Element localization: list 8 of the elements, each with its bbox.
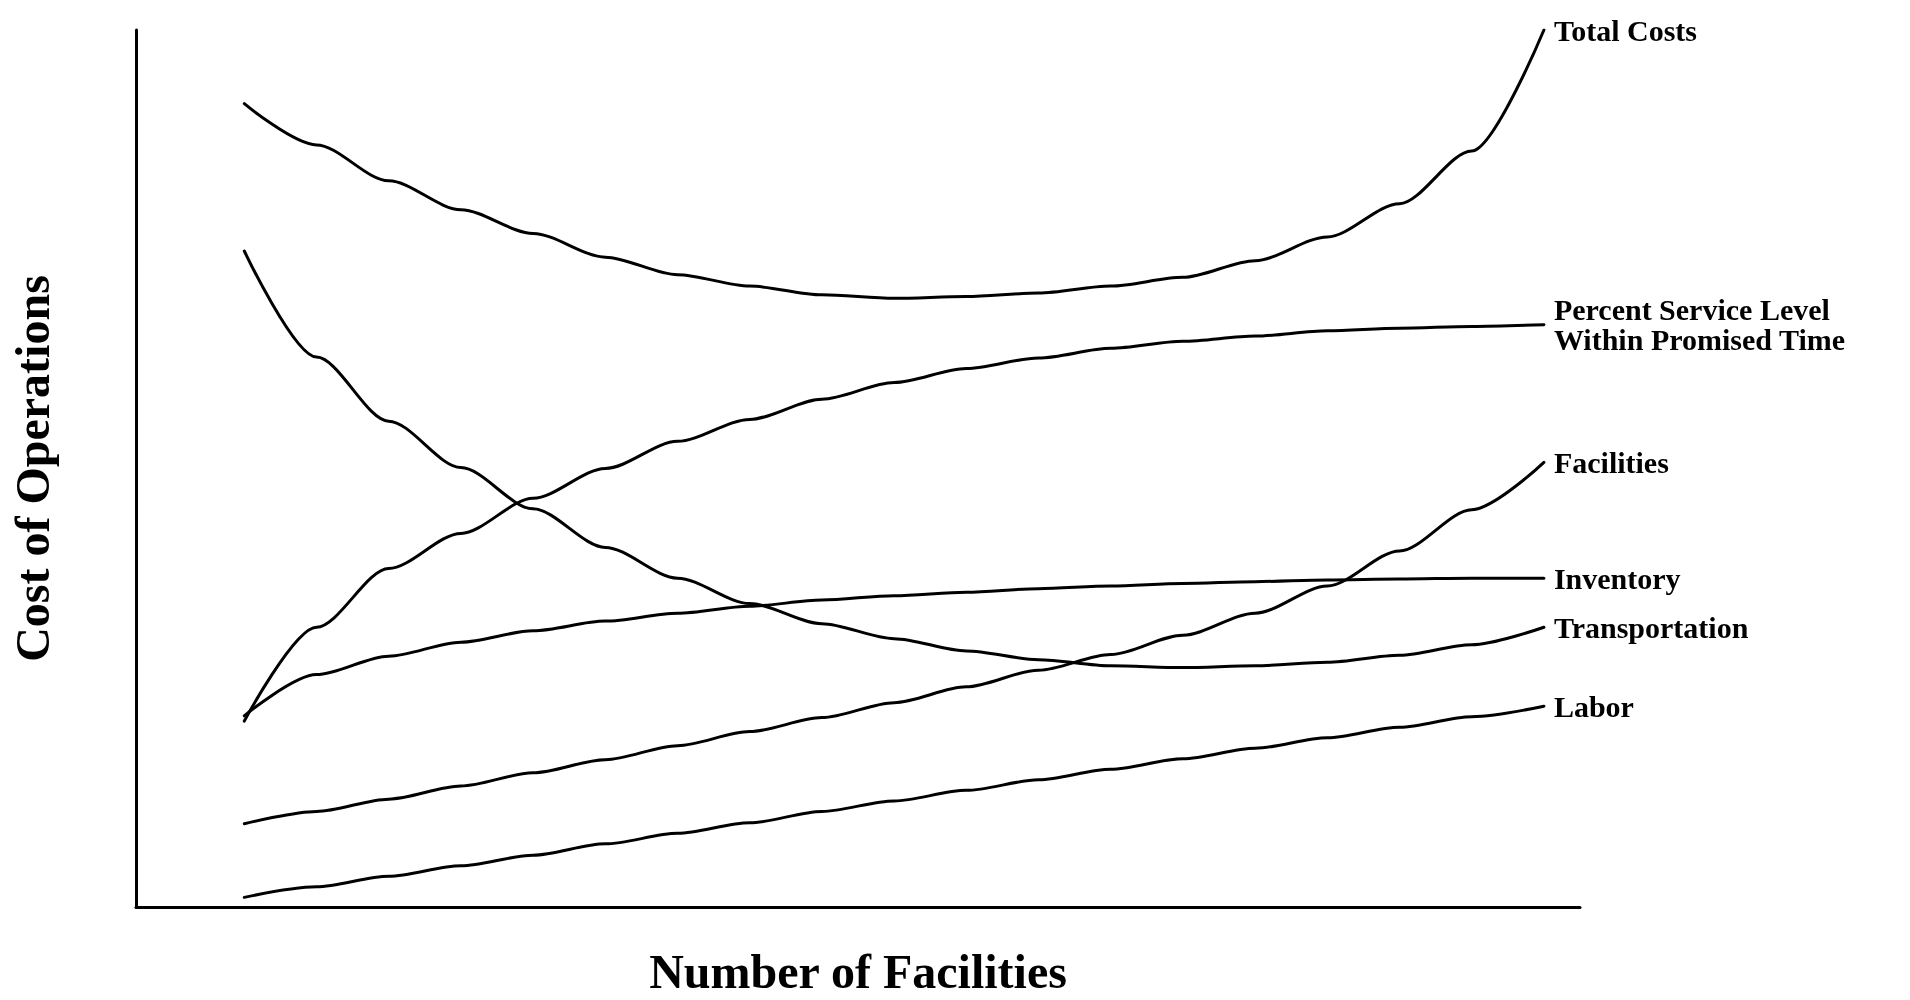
series-label: Facilities [1553,445,1669,479]
series-label: Inventory [1553,561,1681,595]
series-label: Percent Service Level Within Promised Time [1553,293,1846,357]
series-label: Transportation [1553,610,1749,644]
series-label: Total Costs [1553,13,1697,47]
x-axis-title: Number of Facilities [649,944,1067,998]
series-label: Labor [1553,689,1634,723]
y-axis-title: Cost of Operations [5,275,59,662]
